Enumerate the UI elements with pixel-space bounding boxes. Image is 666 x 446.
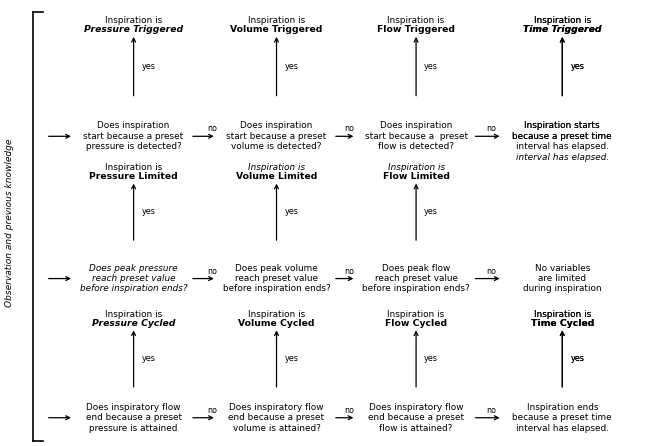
Text: yes: yes bbox=[284, 62, 298, 70]
Text: Inspiration is: Inspiration is bbox=[533, 310, 591, 318]
Text: Pressure Cycled: Pressure Cycled bbox=[92, 318, 175, 327]
Text: Inspiration is: Inspiration is bbox=[248, 310, 305, 318]
Text: Does peak flow
reach preset value
before inspiration ends?: Does peak flow reach preset value before… bbox=[362, 264, 470, 293]
Text: Inspiration is: Inspiration is bbox=[248, 16, 305, 25]
Text: interval has elapsed.: interval has elapsed. bbox=[515, 153, 609, 162]
Text: no: no bbox=[207, 406, 217, 415]
Text: Inspiration starts
because a preset time: Inspiration starts because a preset time bbox=[512, 121, 612, 151]
Text: yes: yes bbox=[284, 354, 298, 363]
Text: Inspiration is: Inspiration is bbox=[105, 16, 163, 25]
Text: Flow Triggered: Flow Triggered bbox=[377, 25, 455, 34]
Text: yes: yes bbox=[570, 354, 584, 363]
Text: Inspiration starts
because a preset time
interval has elapsed.: Inspiration starts because a preset time… bbox=[512, 121, 612, 151]
Text: yes: yes bbox=[142, 207, 155, 216]
Text: yes: yes bbox=[570, 354, 584, 363]
Text: Time Cycled: Time Cycled bbox=[531, 318, 594, 327]
Text: Pressure Limited: Pressure Limited bbox=[89, 172, 178, 181]
Text: Inspiration is: Inspiration is bbox=[388, 310, 445, 318]
Text: yes: yes bbox=[570, 62, 584, 70]
Text: Inspiration is: Inspiration is bbox=[105, 163, 163, 172]
Text: Time Triggered: Time Triggered bbox=[523, 25, 601, 34]
Text: yes: yes bbox=[424, 207, 438, 216]
Text: yes: yes bbox=[424, 62, 438, 70]
Text: Volume Limited: Volume Limited bbox=[236, 172, 317, 181]
Text: no: no bbox=[344, 406, 354, 415]
Text: Volume Triggered: Volume Triggered bbox=[230, 25, 323, 34]
Text: yes: yes bbox=[284, 207, 298, 216]
Text: Does inspiratory flow
end because a preset
flow is attained?: Does inspiratory flow end because a pres… bbox=[368, 403, 464, 433]
Text: no: no bbox=[486, 267, 496, 276]
Text: Inspiration ends
because a preset time
interval has elapsed.: Inspiration ends because a preset time i… bbox=[512, 403, 612, 433]
Text: Inspiration is: Inspiration is bbox=[533, 16, 591, 25]
Text: Does inspiratory flow
end because a preset
volume is attained?: Does inspiratory flow end because a pres… bbox=[228, 403, 324, 433]
Text: Does inspiratory flow
end because a preset
pressure is attained: Does inspiratory flow end because a pres… bbox=[85, 403, 182, 433]
Text: No variables
are limited
during inspiration: No variables are limited during inspirat… bbox=[523, 264, 601, 293]
Text: Time Triggered: Time Triggered bbox=[523, 25, 601, 34]
Text: yes: yes bbox=[570, 62, 584, 70]
Text: no: no bbox=[486, 406, 496, 415]
Text: Inspiration is: Inspiration is bbox=[533, 310, 591, 318]
Text: Does inspiration
start because a preset
pressure is detected?: Does inspiration start because a preset … bbox=[83, 121, 184, 151]
Text: Flow Cycled: Flow Cycled bbox=[385, 318, 447, 327]
Text: Volume Cycled: Volume Cycled bbox=[238, 318, 315, 327]
Text: no: no bbox=[344, 267, 354, 276]
Text: Flow Limited: Flow Limited bbox=[382, 172, 450, 181]
Text: yes: yes bbox=[142, 354, 155, 363]
Text: yes: yes bbox=[424, 354, 438, 363]
Text: no: no bbox=[486, 124, 496, 133]
Text: Inspiration is: Inspiration is bbox=[388, 16, 445, 25]
Text: Does inspiration
start because a  preset
flow is detected?: Does inspiration start because a preset … bbox=[364, 121, 468, 151]
Text: Does peak volume
reach preset value
before inspiration ends?: Does peak volume reach preset value befo… bbox=[222, 264, 330, 293]
Text: Pressure Triggered: Pressure Triggered bbox=[84, 25, 183, 34]
Text: Time Cycled: Time Cycled bbox=[531, 318, 594, 327]
Text: Observation and previous knowledge: Observation and previous knowledge bbox=[5, 139, 14, 307]
Text: Inspiration is: Inspiration is bbox=[248, 163, 305, 172]
Text: no: no bbox=[207, 267, 217, 276]
Text: Does inspiration
start because a preset
volume is detected?: Does inspiration start because a preset … bbox=[226, 121, 326, 151]
Text: Inspiration is: Inspiration is bbox=[533, 16, 591, 25]
Text: Does peak pressure
reach preset value
before inspiration ends?: Does peak pressure reach preset value be… bbox=[80, 264, 187, 293]
Text: yes: yes bbox=[142, 62, 155, 70]
Text: no: no bbox=[207, 124, 217, 133]
Text: Inspiration is: Inspiration is bbox=[388, 163, 445, 172]
Text: no: no bbox=[344, 124, 354, 133]
Text: Inspiration is: Inspiration is bbox=[105, 310, 163, 318]
